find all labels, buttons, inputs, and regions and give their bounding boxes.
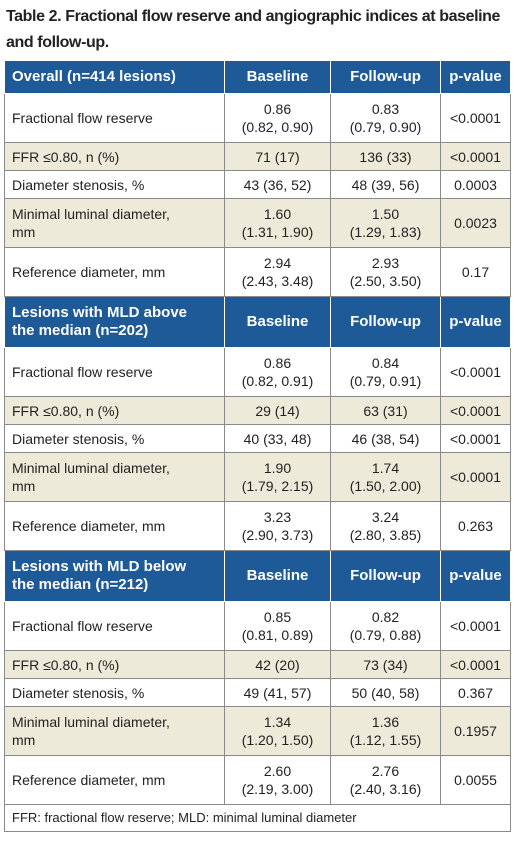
value-cell: 29 (14): [224, 396, 331, 425]
value-cell: 2.60 (2.19, 3.00): [224, 755, 331, 805]
footnote-row: FFR: fractional flow reserve; MLD: minim…: [4, 804, 511, 832]
row-label: Diameter stenosis, %: [4, 678, 225, 707]
value-cell: 2.93 (2.50, 3.50): [330, 247, 441, 297]
value-cell: 71 (17): [224, 142, 331, 171]
value-cell: 0.263: [440, 501, 511, 551]
value-cell: 3.24 (2.80, 3.85): [330, 501, 441, 551]
row-label: FFR ≤0.80, n (%): [4, 650, 225, 679]
value-cell: 1.36 (1.12, 1.55): [330, 706, 441, 756]
value-cell: 136 (33): [330, 142, 441, 171]
value-cell: 49 (41, 57): [224, 678, 331, 707]
value-cell: <0.0001: [440, 424, 511, 453]
table-row: FFR ≤0.80, n (%) 71 (17) 136 (33) <0.0001: [4, 142, 511, 171]
row-label: FFR ≤0.80, n (%): [4, 396, 225, 425]
header-cell: Overall (n=414 lesions): [4, 60, 225, 94]
header-cell: Baseline: [224, 296, 331, 348]
value-cell: <0.0001: [440, 347, 511, 397]
table-row: Minimal luminal diameter, mm 1.90 (1.79, …: [4, 452, 511, 502]
row-label: Fractional flow reserve: [4, 93, 225, 143]
header-cell: Lesions with MLD below the median (n=212…: [4, 550, 225, 602]
value-cell: 2.76 (2.40, 3.16): [330, 755, 441, 805]
table-title: Table 2. Fractional flow reserve and ang…: [6, 8, 501, 51]
value-cell: 0.367: [440, 678, 511, 707]
value-cell: 1.50 (1.29, 1.83): [330, 198, 441, 248]
footnote: FFR: fractional flow reserve; MLD: minim…: [4, 804, 511, 832]
value-cell: 0.1957: [440, 706, 511, 756]
header-cell: p-value: [440, 60, 511, 94]
row-label: Diameter stenosis, %: [4, 424, 225, 453]
value-cell: <0.0001: [440, 396, 511, 425]
table-row: Reference diameter, mm 3.23 (2.90, 3.73) 3…: [4, 501, 511, 551]
header-cell: Follow-up: [330, 550, 441, 602]
row-label: Fractional flow reserve: [4, 601, 225, 651]
value-cell: 0.86 (0.82, 0.91): [224, 347, 331, 397]
value-cell: 0.0023: [440, 198, 511, 248]
value-cell: 42 (20): [224, 650, 331, 679]
table-row: Minimal luminal diameter, mm 1.34 (1.20, …: [4, 706, 511, 756]
table-row: FFR ≤0.80, n (%) 42 (20) 73 (34) <0.0001: [4, 650, 511, 679]
value-cell: <0.0001: [440, 452, 511, 502]
header-cell: Lesions with MLD above the median (n=202…: [4, 296, 225, 348]
value-cell: <0.0001: [440, 93, 511, 143]
value-cell: 73 (34): [330, 650, 441, 679]
table-row: Minimal luminal diameter, mm 1.60 (1.31, …: [4, 198, 511, 248]
value-cell: 1.34 (1.20, 1.50): [224, 706, 331, 756]
value-cell: 2.94 (2.43, 3.48): [224, 247, 331, 297]
value-cell: 46 (38, 54): [330, 424, 441, 453]
value-cell: 0.0055: [440, 755, 511, 805]
value-cell: 1.74 (1.50, 2.00): [330, 452, 441, 502]
row-label: Minimal luminal diameter, mm: [4, 198, 225, 248]
header-cell: Follow-up: [330, 60, 441, 94]
table-row: FFR ≤0.80, n (%) 29 (14) 63 (31) <0.0001: [4, 396, 511, 425]
value-cell: 0.85 (0.81, 0.89): [224, 601, 331, 651]
value-cell: 1.90 (1.79, 2.15): [224, 452, 331, 502]
value-cell: <0.0001: [440, 142, 511, 171]
header-cell: p-value: [440, 296, 511, 348]
value-cell: 63 (31): [330, 396, 441, 425]
value-cell: 43 (36, 52): [224, 170, 331, 199]
table-body: Overall (n=414 lesions) Baseline Follow-up…: [4, 60, 511, 832]
data-table: Overall (n=414 lesions) Baseline Follow-up…: [4, 60, 511, 832]
table-row: Diameter stenosis, % 40 (33, 48) 46 (38, 5…: [4, 424, 511, 453]
value-cell: 40 (33, 48): [224, 424, 331, 453]
value-cell: 0.0003: [440, 170, 511, 199]
header-cell: p-value: [440, 550, 511, 602]
value-cell: 48 (39, 56): [330, 170, 441, 199]
value-cell: 50 (40, 58): [330, 678, 441, 707]
value-cell: 0.86 (0.82, 0.90): [224, 93, 331, 143]
table-row: Fractional flow reserve 0.85 (0.81, 0.89)…: [4, 601, 511, 651]
table-row: Diameter stenosis, % 49 (41, 57) 50 (40, 5…: [4, 678, 511, 707]
section-header: Lesions with MLD above the median (n=202…: [4, 296, 511, 348]
table-row: Fractional flow reserve 0.86 (0.82, 0.90)…: [4, 93, 511, 143]
value-cell: 0.84 (0.79, 0.91): [330, 347, 441, 397]
value-cell: 0.17: [440, 247, 511, 297]
table-row: Fractional flow reserve 0.86 (0.82, 0.91)…: [4, 347, 511, 397]
value-cell: 1.60 (1.31, 1.90): [224, 198, 331, 248]
row-label: FFR ≤0.80, n (%): [4, 142, 225, 171]
row-label: Diameter stenosis, %: [4, 170, 225, 199]
table-row: Reference diameter, mm 2.94 (2.43, 3.48) 2…: [4, 247, 511, 297]
row-label: Minimal luminal diameter, mm: [4, 452, 225, 502]
row-label: Reference diameter, mm: [4, 755, 225, 805]
row-label: Reference diameter, mm: [4, 501, 225, 551]
row-label: Fractional flow reserve: [4, 347, 225, 397]
value-cell: 0.83 (0.79, 0.90): [330, 93, 441, 143]
table-row: Diameter stenosis, % 43 (36, 52) 48 (39, 5…: [4, 170, 511, 199]
value-cell: 3.23 (2.90, 3.73): [224, 501, 331, 551]
header-cell: Baseline: [224, 60, 331, 94]
value-cell: <0.0001: [440, 650, 511, 679]
value-cell: 0.82 (0.79, 0.88): [330, 601, 441, 651]
row-label: Reference diameter, mm: [4, 247, 225, 297]
value-cell: <0.0001: [440, 601, 511, 651]
header-cell: Follow-up: [330, 296, 441, 348]
row-label: Minimal luminal diameter, mm: [4, 706, 225, 756]
section-header: Lesions with MLD below the median (n=212…: [4, 550, 511, 602]
section-header: Overall (n=414 lesions) Baseline Follow-up…: [4, 60, 511, 94]
header-cell: Baseline: [224, 550, 331, 602]
table-row: Reference diameter, mm 2.60 (2.19, 3.00) 2…: [4, 755, 511, 805]
